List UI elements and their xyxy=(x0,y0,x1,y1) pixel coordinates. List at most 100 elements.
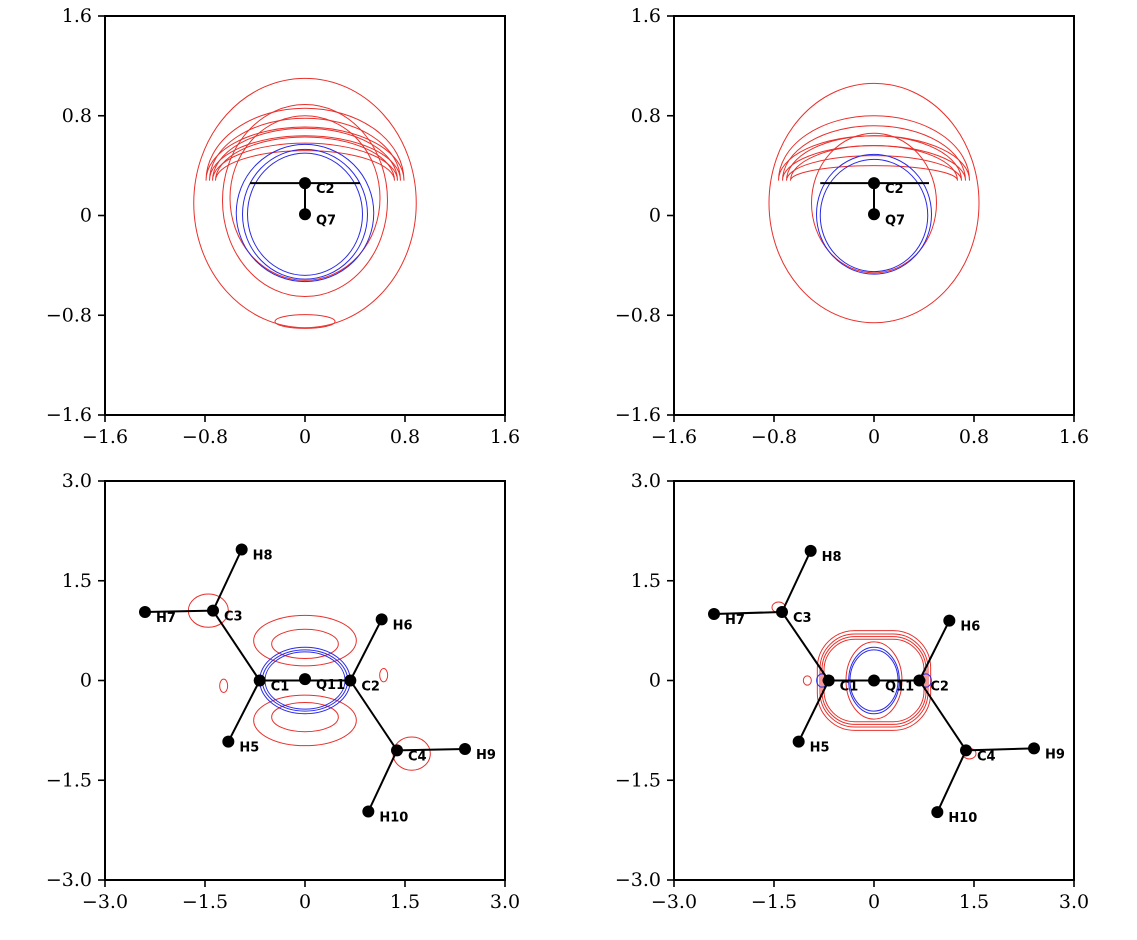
atom-label-C2: C2 xyxy=(361,680,380,695)
contour-positive xyxy=(229,115,381,281)
bond xyxy=(227,680,261,743)
x-tick-label: −3.0 xyxy=(82,891,128,913)
x-tick-label: −1.5 xyxy=(751,891,797,913)
contour-positive xyxy=(193,77,417,329)
plot-area xyxy=(768,82,980,324)
atom-Q11 xyxy=(299,673,311,686)
atom-C1 xyxy=(253,674,266,687)
x-tick-label: −3.0 xyxy=(651,891,697,913)
contour-positive xyxy=(819,633,929,728)
atom-label-H9: H9 xyxy=(1045,747,1065,762)
bond xyxy=(396,747,466,752)
contour-negative xyxy=(816,153,932,275)
contour-positive xyxy=(209,117,401,181)
contour-positive xyxy=(778,115,970,181)
contour-negative xyxy=(242,148,368,280)
y-tick-label: 3.0 xyxy=(62,470,92,492)
contour-positive xyxy=(786,135,962,181)
contour-positive xyxy=(802,675,812,686)
atom-H9 xyxy=(459,742,471,755)
contour-negative xyxy=(235,143,375,283)
contour-negative xyxy=(819,158,929,273)
atom-label-C1: C1 xyxy=(840,680,859,695)
contour-positive xyxy=(253,614,357,667)
atom-C4 xyxy=(960,744,972,757)
bond xyxy=(781,611,830,682)
atom-H6 xyxy=(943,614,956,627)
y-tick-label: 0.8 xyxy=(631,105,661,127)
y-tick-label: 3.0 xyxy=(631,470,661,492)
bond xyxy=(349,679,398,751)
bond xyxy=(918,620,951,681)
y-tick-label: 1.5 xyxy=(631,570,661,592)
atom-C4 xyxy=(391,744,403,757)
atom-H10 xyxy=(362,805,375,818)
contour-positive xyxy=(271,628,339,660)
atom-Q7 xyxy=(299,208,311,221)
atom-label-H10: H10 xyxy=(379,811,408,826)
atom-H5 xyxy=(792,735,805,748)
atom-label-Q7: Q7 xyxy=(316,213,336,228)
atom-label-H6: H6 xyxy=(393,618,413,633)
x-tick-label: −1.5 xyxy=(182,891,228,913)
x-tick-label: 0 xyxy=(868,426,880,448)
panel-bottom-left: H8 H7 C3 H6 C1 Q11 C2 H5 C4 H9 H10 −3.0 −1.5 0 1.5 3.0 3… xyxy=(46,470,520,913)
x-tick-label: −1.6 xyxy=(82,426,128,448)
y-tick-label: −1.6 xyxy=(46,404,92,426)
atom-label-Q11: Q11 xyxy=(885,680,914,695)
bond xyxy=(212,610,261,682)
y-tick-label: 1.6 xyxy=(62,5,92,27)
contour-positive xyxy=(215,136,395,181)
atom-label-C2: C2 xyxy=(885,182,904,197)
bond xyxy=(797,680,830,743)
y-tick-label: 0.8 xyxy=(62,105,92,127)
atom-label-Q7: Q7 xyxy=(885,213,905,228)
x-tick-label: 0 xyxy=(299,426,311,448)
atom-label-C2: C2 xyxy=(316,182,335,197)
atom-label-H10: H10 xyxy=(948,811,977,826)
contour-positive xyxy=(790,145,958,181)
atom-label-H8: H8 xyxy=(253,548,273,563)
plot-area xyxy=(139,543,471,818)
atom-label-H5: H5 xyxy=(810,741,830,756)
atom-H8 xyxy=(804,544,817,557)
y-tick-label: −3.0 xyxy=(615,869,661,891)
atom-H8 xyxy=(235,543,248,556)
contour-positive xyxy=(811,132,937,274)
contour-positive xyxy=(205,107,405,181)
x-tick-label: 1.5 xyxy=(959,891,989,913)
y-tick-label: 1.5 xyxy=(62,570,92,592)
x-tick-label: 0.8 xyxy=(390,426,420,448)
bond xyxy=(367,749,398,812)
bond xyxy=(936,749,967,813)
y-tick-label: 1.6 xyxy=(631,5,661,27)
plot-area xyxy=(193,77,417,329)
y-tick-label: −0.8 xyxy=(615,304,661,326)
atom-Q7 xyxy=(868,208,880,221)
atom-H7 xyxy=(139,606,151,619)
y-tick-label: 0 xyxy=(80,670,92,692)
contour-positive xyxy=(271,701,339,733)
atom-label-C4: C4 xyxy=(977,749,996,764)
atom-C3 xyxy=(776,606,788,619)
x-tick-label: −0.8 xyxy=(182,426,228,448)
atom-label-Q11: Q11 xyxy=(316,678,345,693)
atom-label-H7: H7 xyxy=(725,613,745,628)
bond xyxy=(713,611,783,615)
contour-positive xyxy=(782,125,966,181)
contour-positive xyxy=(379,668,389,683)
x-tick-label: 3.0 xyxy=(490,891,520,913)
atom-label-H8: H8 xyxy=(822,550,842,565)
contour-positive xyxy=(219,678,229,693)
atom-H5 xyxy=(222,735,235,748)
contour-positive xyxy=(768,82,980,324)
bond xyxy=(212,549,243,612)
x-tick-label: 0 xyxy=(868,891,880,913)
atom-C1 xyxy=(822,674,835,687)
x-tick-label: 0 xyxy=(299,891,311,913)
atom-label-H5: H5 xyxy=(239,741,259,756)
y-tick-label: 0 xyxy=(80,205,92,227)
atom-C2 xyxy=(299,177,311,190)
atom-label-H7: H7 xyxy=(156,611,176,626)
